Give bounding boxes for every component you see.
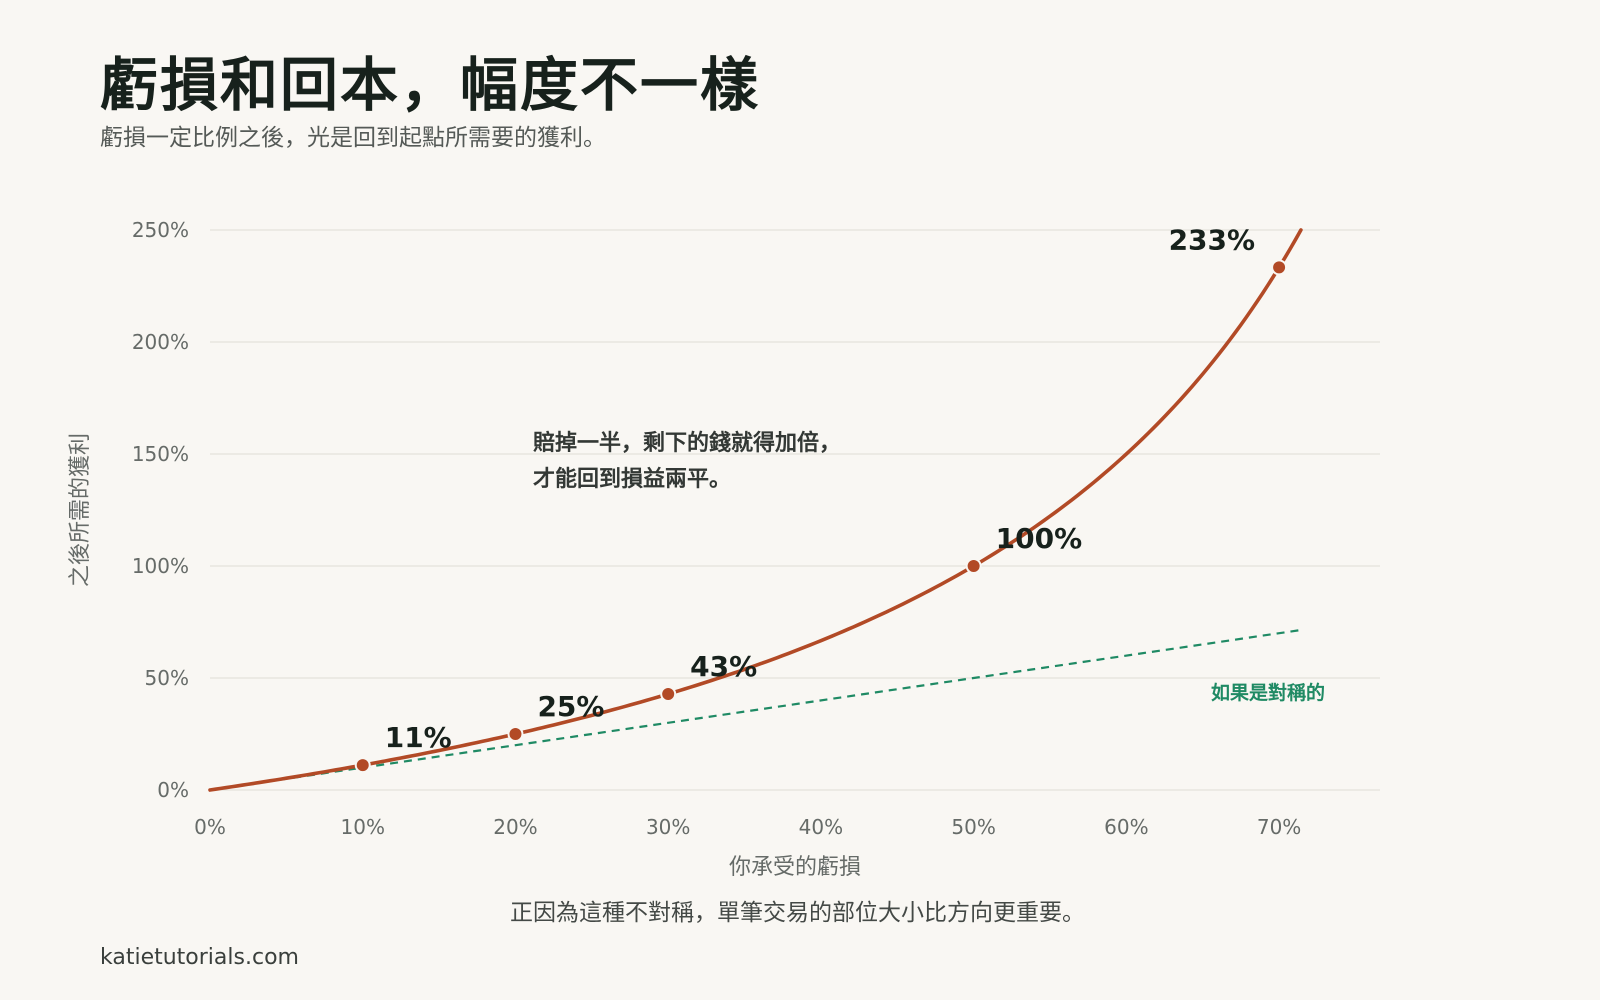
y-tick-label: 200% [132, 330, 189, 354]
data-label: 43% [690, 650, 757, 683]
y-axis-title: 之後所需的獲利 [68, 433, 93, 587]
highlight-points [354, 259, 1288, 774]
y-tick-label: 50% [145, 666, 189, 690]
chart-title: 虧損和回本，幅度不一樣 [100, 51, 761, 119]
y-tick-label: 150% [132, 442, 189, 466]
annotation-line-2: 才能回到損益兩平。 [533, 466, 731, 492]
grid-lines [210, 229, 1380, 791]
x-tick-label: 0% [194, 815, 226, 839]
x-tick-label: 70% [1257, 815, 1301, 839]
annotation-line-1: 賠掉一半，剩下的錢就得加倍， [533, 430, 841, 456]
chart-subtitle: 虧損一定比例之後，光是回到起點所需要的獲利。 [100, 125, 606, 151]
x-axis-title: 你承受的虧損 [729, 855, 861, 880]
data-point [507, 726, 524, 742]
x-tick-label: 60% [1104, 815, 1148, 839]
symmetric-series-label: 如果是對稱的 [1211, 681, 1325, 704]
data-labels: 11% 25% 43% 100% 233% [385, 223, 1255, 754]
data-point [965, 558, 982, 574]
x-tick-label: 30% [646, 815, 690, 839]
x-tick-label: 50% [951, 815, 995, 839]
y-tick-label: 0% [157, 778, 189, 802]
x-tick-label: 10% [341, 815, 385, 839]
series-lines [208, 228, 1303, 792]
data-label: 25% [537, 690, 604, 723]
data-label: 100% [996, 522, 1083, 555]
data-label: 233% [1169, 223, 1256, 256]
source-credit: katietutorials.com [100, 945, 299, 970]
data-point [660, 685, 677, 702]
y-axis-ticks: 0% 50% 100% 150% 200% 250% [132, 218, 189, 802]
x-axis-ticks: 0% 10% 20% 30% 40% 50% 60% 70% [194, 815, 1301, 839]
x-tick-label: 40% [799, 815, 843, 839]
x-tick-label: 20% [493, 815, 537, 839]
chart-footnote: 正因為這種不對稱，單筆交易的部位大小比方向更重要。 [510, 900, 1085, 926]
y-tick-label: 250% [132, 218, 189, 242]
data-point [1271, 259, 1288, 276]
y-tick-label: 100% [132, 554, 189, 578]
data-label: 11% [385, 721, 452, 754]
symmetric-reference-line [209, 628, 1303, 792]
data-point [354, 757, 371, 774]
recovery-curve [208, 228, 1303, 792]
